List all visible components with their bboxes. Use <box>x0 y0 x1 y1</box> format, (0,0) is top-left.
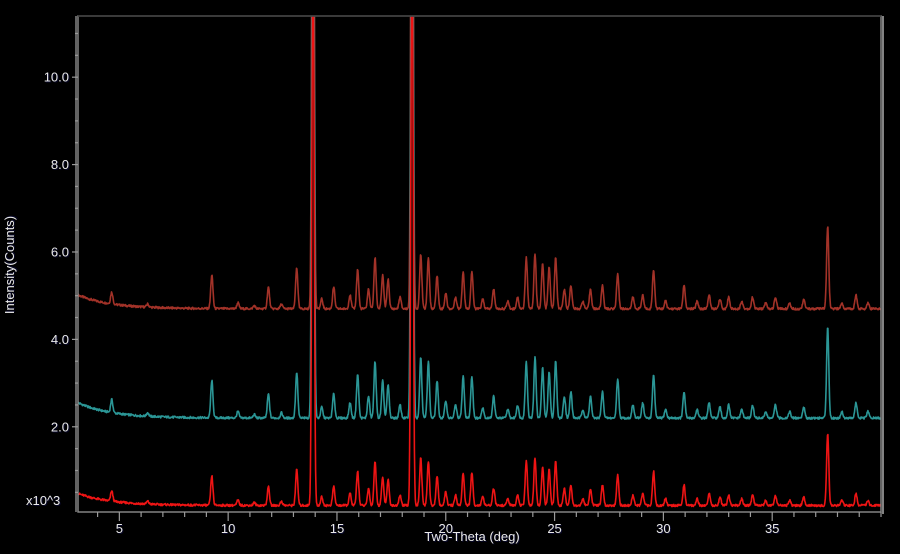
x-tick-label: 35 <box>765 521 779 536</box>
y-tick-label: 6.0 <box>51 244 69 259</box>
x-tick-label: 5 <box>116 521 123 536</box>
trace-middle-pattern <box>78 16 881 420</box>
diffraction-traces <box>78 16 881 508</box>
x-tick-label: 30 <box>656 521 670 536</box>
x-tick-label: 10 <box>221 521 235 536</box>
y-axis-title: Intensity(Counts) <box>2 216 17 314</box>
trace-top-pattern <box>78 16 881 311</box>
y-tick-label: 10.0 <box>44 70 69 85</box>
trace-bottom-pattern <box>78 16 881 508</box>
y-tick-label: 4.0 <box>51 332 69 347</box>
y-tick-label: 8.0 <box>51 157 69 172</box>
x-tick-label: 20 <box>439 521 453 536</box>
x-axis-title: Two-Theta (deg) <box>424 529 519 544</box>
y-tick-label: 2.0 <box>51 419 69 434</box>
y-axis-multiplier-label: x10^3 <box>26 493 60 508</box>
x-tick-label: 25 <box>547 521 561 536</box>
axis-ticks <box>72 32 882 521</box>
x-tick-label: 15 <box>330 521 344 536</box>
axis-tick-labels: 5 10 15 20 25 30 35 2.0 4.0 6.0 8.0 10.0 <box>44 70 780 536</box>
